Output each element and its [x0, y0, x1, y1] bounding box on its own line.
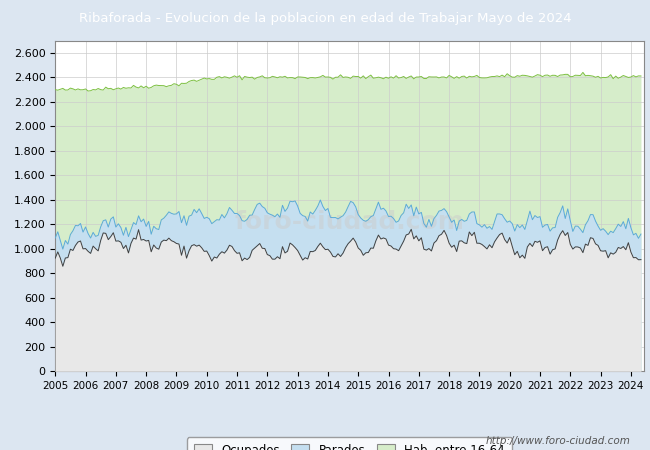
Legend: Ocupados, Parados, Hab. entre 16-64: Ocupados, Parados, Hab. entre 16-64 [187, 437, 512, 450]
Text: Ribaforada - Evolucion de la poblacion en edad de Trabajar Mayo de 2024: Ribaforada - Evolucion de la poblacion e… [79, 12, 571, 25]
Text: foro-ciudad.com: foro-ciudad.com [235, 211, 464, 234]
Text: http://www.foro-ciudad.com: http://www.foro-ciudad.com [486, 436, 630, 446]
